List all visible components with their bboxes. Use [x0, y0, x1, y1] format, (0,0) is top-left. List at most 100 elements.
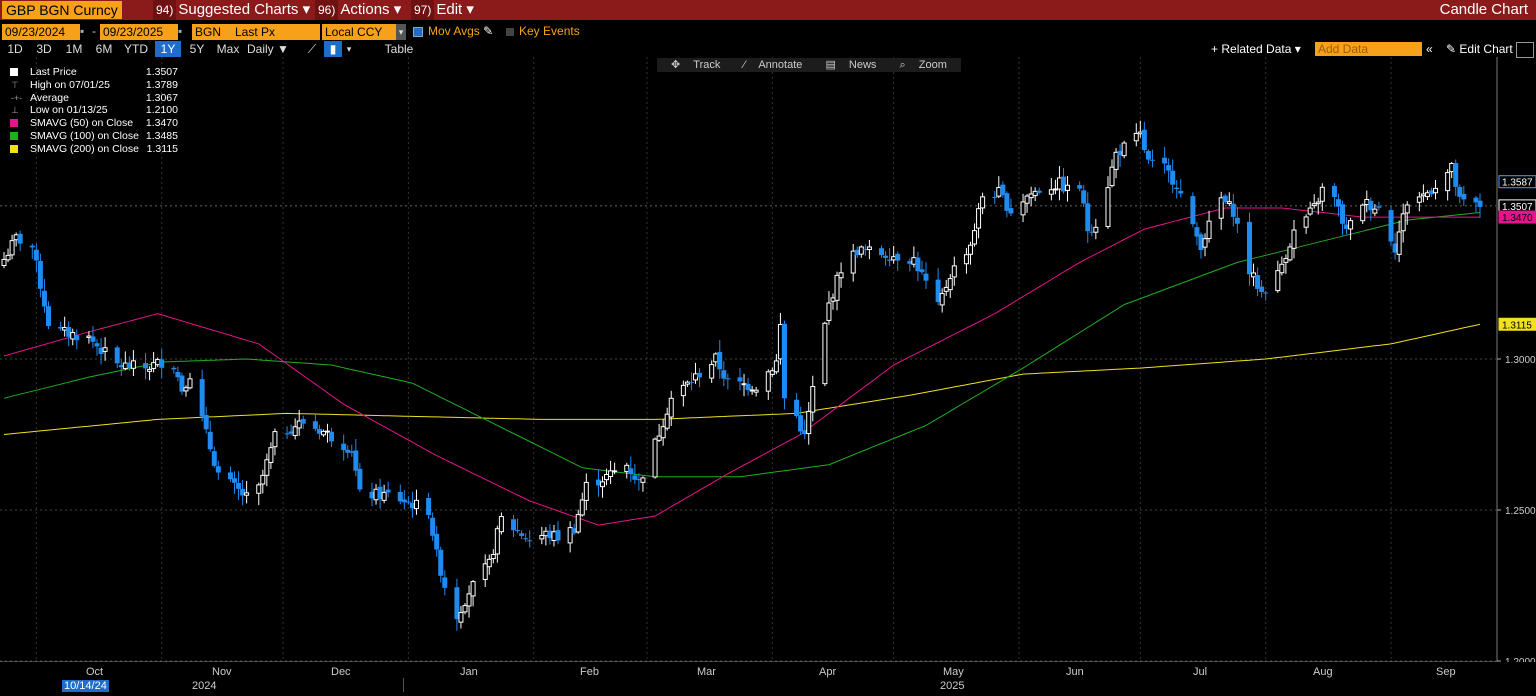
tab-1y[interactable]: 1Y [155, 41, 181, 57]
price-label: 1.3115 [1502, 320, 1532, 331]
candle-body-up [972, 230, 978, 245]
tab-6m[interactable]: 6M [95, 42, 113, 56]
add-data-input[interactable]: Add Data [1315, 42, 1422, 56]
candle-body-down [1081, 190, 1087, 204]
zoom-button[interactable]: ⌕ Zoom [895, 59, 952, 71]
legend-label: SMAVG (100) on Close [30, 129, 139, 142]
candle-chart-icon[interactable]: ▮ [324, 41, 342, 57]
tab-3d[interactable]: 3D [36, 42, 52, 56]
checkbox-unchecked-icon[interactable] [506, 27, 514, 36]
candle-body-up [5, 254, 11, 261]
start-date-field[interactable]: 09/23/2024 [2, 24, 80, 40]
suggested-charts-menu[interactable]: 94) Suggested Charts ▾ [153, 0, 310, 20]
candle-body-up [1226, 201, 1232, 205]
tab-5y[interactable]: 5Y [189, 42, 205, 56]
source-field[interactable]: BGN [192, 24, 234, 40]
end-date-field[interactable]: 09/23/2025 [100, 24, 178, 40]
candle-body-down [1174, 187, 1180, 189]
mov-avgs-toggle[interactable]: Mov Avgs ✎ [413, 22, 493, 40]
candle-body-down [357, 468, 363, 490]
price-label: 1.3507 [1502, 202, 1533, 213]
candle-body-down [434, 533, 440, 550]
collapse-icon[interactable]: « [1426, 42, 1433, 56]
actions-menu[interactable]: 96) Actions ▾ [315, 0, 401, 20]
candle-body-up [709, 364, 715, 379]
chevron-down-icon: ▾ [302, 1, 311, 18]
price-field-select[interactable]: Last Px [232, 24, 320, 40]
candle-body-down [1198, 234, 1204, 251]
candle-body-down [737, 377, 743, 382]
candle-body-down [595, 479, 601, 486]
candle-body-down [1340, 204, 1346, 224]
candle-body-up [1032, 190, 1038, 197]
average-marker-icon: -+- [11, 92, 23, 103]
price-label-box [1498, 210, 1536, 224]
candle-body-down [935, 279, 941, 303]
candle-body-up [187, 378, 193, 389]
candle-body-up [244, 492, 250, 496]
chevron-down-icon[interactable]: ▾ [396, 24, 406, 40]
candle-body-up [1416, 196, 1422, 203]
edit-chart-button[interactable]: ✎ Edit Chart [1446, 41, 1513, 57]
candle-body-down [854, 249, 860, 256]
candle-body-up [13, 234, 19, 241]
legend-sma50[interactable]: SMAVG (50) on Close 1.3470 [8, 117, 184, 130]
track-button[interactable]: ✥ Track [666, 59, 725, 71]
security-ticker[interactable]: GBP BGN Curncy [2, 1, 122, 19]
candle-body-up [1020, 201, 1026, 216]
candle-body-down [199, 379, 205, 417]
candle-body-down [231, 478, 237, 483]
tab-1m[interactable]: 1M [65, 42, 83, 56]
candle-body-up [967, 244, 973, 255]
legend-label: Last Price [30, 66, 77, 78]
candle-body-up [122, 362, 128, 370]
related-data-button[interactable]: + Related Data ▾ [1211, 41, 1301, 57]
candle-body-up [773, 360, 779, 373]
candle-body-down [1247, 221, 1253, 275]
candle-body-up [753, 389, 759, 393]
pencil-icon[interactable]: ✎ [483, 24, 494, 38]
candle-body-down [1388, 210, 1394, 242]
candle-body-up [656, 435, 662, 441]
key-events-toggle[interactable]: Key Events [506, 22, 580, 40]
legend-last-price[interactable]: Last Price 1.3507 [8, 66, 184, 79]
checkbox-checked-icon[interactable] [413, 26, 423, 37]
maximize-icon[interactable] [1516, 42, 1534, 58]
legend-sma100[interactable]: SMAVG (100) on Close 1.3485 [8, 130, 184, 143]
candle-body-down [887, 259, 893, 261]
candle-body-down [207, 431, 213, 450]
legend-average[interactable]: -+- Average 1.3067 [8, 92, 184, 105]
candle-body-down [1085, 203, 1091, 232]
candle-body-up [749, 389, 755, 392]
legend-low[interactable]: ⊥ Low on 01/13/25 1.2100 [8, 104, 184, 117]
price-tick-label: 1.2000 [1505, 657, 1536, 662]
news-button[interactable]: ▤ News [820, 59, 881, 71]
period-select[interactable]: Daily ▼ [247, 41, 297, 57]
candle-body-up [713, 353, 719, 363]
legend-high[interactable]: ⊤ High on 07/01/25 1.3789 [8, 79, 184, 92]
line-chart-icon[interactable]: ⟋ [307, 42, 317, 56]
legend-sma200[interactable]: SMAVG (200) on Close 1.3115 [8, 143, 184, 156]
tab-ytd[interactable]: YTD [124, 42, 148, 56]
candle-body-down [1170, 170, 1176, 185]
candle-body-up [866, 246, 872, 251]
candle-chart[interactable]: 1.30001.25001.20001.35871.35071.34701.31… [0, 57, 1536, 662]
currency-select[interactable]: Local CCY [322, 24, 400, 40]
candle-body-down [442, 577, 448, 588]
candle-body-up [1396, 231, 1402, 255]
candle-body-up [1311, 203, 1317, 207]
calendar-icon[interactable]: ▪ [178, 24, 183, 38]
candle-body-down [628, 468, 634, 474]
tab-max[interactable]: Max [216, 42, 240, 56]
calendar-icon[interactable]: ▪ [80, 24, 85, 38]
chevron-down-icon[interactable]: ▾ [346, 44, 352, 54]
candle-body-down [126, 362, 132, 369]
edit-menu[interactable]: 97) Edit ▾ [411, 0, 474, 20]
tab-1d[interactable]: 1D [7, 42, 23, 56]
candle-body-down [74, 335, 80, 341]
table-button[interactable]: Table [384, 42, 414, 56]
annotate-button[interactable]: ⁄ Annotate [738, 59, 807, 71]
mov-avgs-label: Mov Avgs [428, 24, 480, 38]
candle-body-down [919, 269, 925, 273]
candle-body-down [862, 249, 868, 251]
